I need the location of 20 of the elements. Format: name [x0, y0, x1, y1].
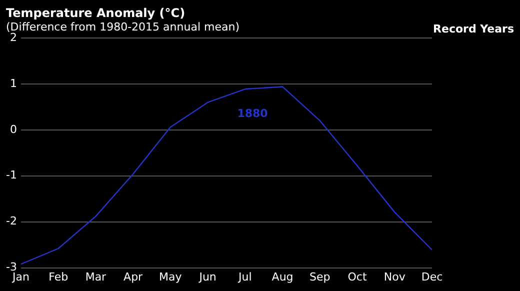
x-tick-label: Oct [348, 270, 368, 284]
x-tick-label: Mar [85, 270, 107, 284]
x-tick-label: Apr [124, 270, 144, 284]
x-tick-label: Nov [384, 270, 406, 284]
series-label: 1880 [237, 107, 268, 120]
y-tick-label: 0 [10, 122, 17, 136]
x-tick-label: May [159, 270, 182, 284]
x-tick-label: Feb [48, 270, 68, 284]
x-tick-label: Jul [238, 270, 252, 284]
y-tick-label: -1 [6, 168, 17, 182]
x-tick-label: Sep [310, 270, 330, 284]
x-tick-label: Dec [421, 270, 443, 284]
chart-subtitle: (Difference from 1980-2015 annual mean) [6, 20, 240, 34]
chart-title: Temperature Anomaly (°C) [6, 6, 186, 20]
x-tick-label: Aug [272, 270, 294, 284]
x-tick-label: Jun [198, 270, 216, 284]
legend-title: Record Years [433, 22, 514, 36]
y-tick-label: 1 [10, 76, 17, 90]
y-tick-label: -2 [6, 214, 17, 228]
y-tick-label: 2 [10, 30, 17, 44]
